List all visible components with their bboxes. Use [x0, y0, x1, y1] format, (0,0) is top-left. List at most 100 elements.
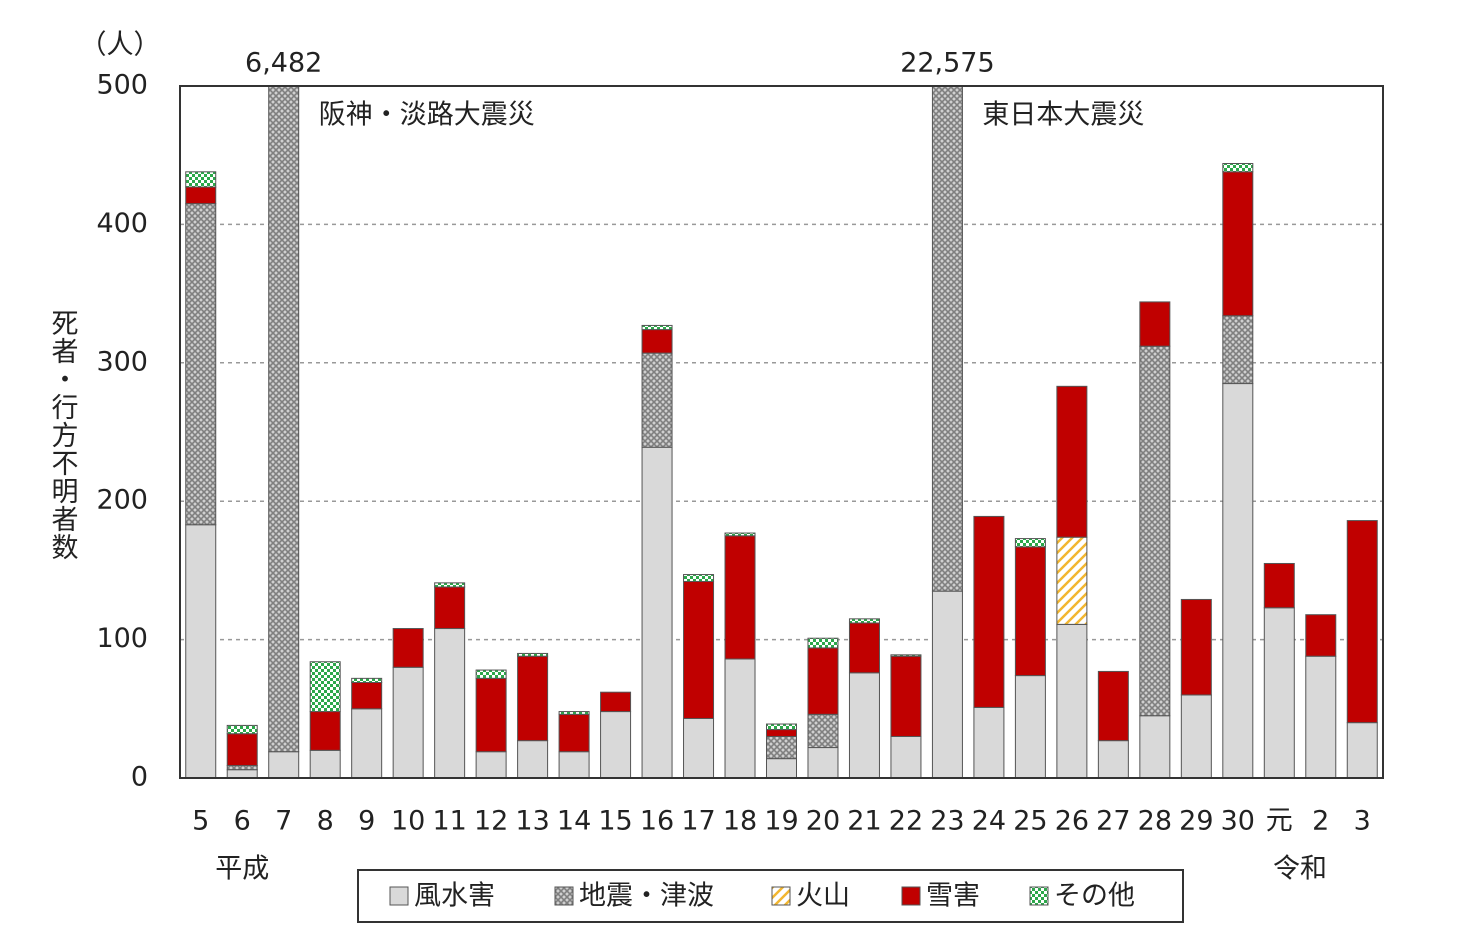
x-tick-label: 28	[1138, 806, 1172, 837]
x-tick-label: 11	[432, 806, 466, 837]
x-tick-label: 3	[1354, 806, 1371, 837]
bar-segment	[724, 658, 756, 778]
x-tick-label: 17	[681, 806, 715, 837]
legend: 風水害 地震・津波 火山 雪害 その他	[357, 869, 1184, 923]
x-tick-label: 27	[1096, 806, 1130, 837]
x-tick-label: 16	[640, 806, 674, 837]
bar-segment	[475, 751, 507, 778]
x-tick-label: 29	[1179, 806, 1213, 837]
legend-swatch	[389, 886, 409, 906]
bar-segment	[724, 535, 756, 660]
bar-segment	[1222, 163, 1254, 173]
bar-segment	[558, 751, 590, 778]
bar-segment	[1305, 614, 1337, 657]
x-tick-label: 6	[234, 806, 251, 837]
bar-segment	[185, 203, 217, 526]
bar-segment	[1014, 538, 1046, 548]
bar-segment	[1305, 655, 1337, 778]
bar-segment	[683, 580, 715, 719]
bar-segment	[1014, 546, 1046, 677]
bar-segment	[351, 708, 383, 778]
bar-segment	[558, 711, 590, 715]
total-label: 22,575	[900, 48, 994, 79]
bar-segment	[641, 329, 673, 354]
bar-segment	[1222, 383, 1254, 778]
x-tick-label: 24	[972, 806, 1006, 837]
bar-segment	[724, 532, 756, 537]
bar-segment	[351, 682, 383, 710]
bar-segment	[1222, 315, 1254, 385]
bar-segment	[1263, 562, 1295, 609]
bar-segment	[1222, 171, 1254, 317]
x-tick-label: 2	[1312, 806, 1329, 837]
y-axis-title: 死者・行方不明者数	[47, 309, 79, 561]
y-tick-label: 0	[131, 762, 148, 793]
bar-segment	[351, 677, 383, 684]
bar-segment	[600, 711, 632, 778]
bar-segment	[226, 733, 258, 767]
bar-segment	[1263, 607, 1295, 778]
total-label: 6,482	[245, 48, 322, 79]
bar-segment	[1056, 385, 1088, 538]
bar-segment	[1097, 740, 1129, 778]
x-tick-label: 14	[557, 806, 591, 837]
bar-segment	[1180, 598, 1212, 696]
x-tick-label: 19	[764, 806, 798, 837]
bar-segment	[766, 735, 797, 760]
y-tick-label: 400	[96, 208, 148, 239]
bar-segment	[766, 758, 797, 778]
bar-segment	[683, 717, 715, 778]
bar-segment	[931, 86, 963, 592]
legend-swatch	[901, 886, 921, 906]
x-tick-label: 25	[1013, 806, 1047, 837]
bar-segment	[226, 724, 258, 735]
bar-segment	[268, 86, 300, 753]
y-unit: （人）	[80, 30, 161, 61]
bar-segment	[848, 622, 880, 674]
bar-segment	[1014, 675, 1046, 778]
era-label: 平成	[215, 854, 269, 885]
bar-segment	[475, 669, 507, 679]
bar-segment	[475, 677, 507, 753]
bar-segment	[807, 637, 839, 649]
bar-segment	[890, 655, 922, 737]
y-tick-label: 500	[96, 70, 148, 101]
x-tick-label: 15	[598, 806, 632, 837]
x-tick-label: 5	[192, 806, 209, 837]
x-tick-label: 23	[930, 806, 964, 837]
era-label: 令和	[1273, 854, 1327, 885]
legend-swatch	[771, 886, 791, 906]
bar-segment	[931, 590, 963, 778]
bar-segment	[848, 618, 880, 624]
bar-segment	[766, 729, 797, 737]
bar-segment	[1056, 623, 1088, 778]
x-tick-label: 21	[847, 806, 881, 837]
legend-label: 地震・津波	[579, 881, 714, 912]
bar-segment	[1139, 301, 1171, 347]
bar-segment	[1139, 345, 1171, 717]
bar-segment	[392, 666, 424, 778]
bar-segment	[600, 691, 632, 713]
bar-segment	[185, 171, 217, 188]
x-tick-label: 7	[275, 806, 292, 837]
plot-frame	[179, 85, 1384, 779]
bar-segment	[1056, 536, 1088, 625]
bar-segment	[1346, 520, 1378, 724]
bar-segment	[185, 524, 217, 778]
x-tick-label: 26	[1055, 806, 1089, 837]
x-tick-label: 18	[723, 806, 757, 837]
bar-segment	[683, 574, 715, 582]
bar-segment	[848, 672, 880, 778]
bar-segment	[890, 654, 922, 657]
x-tick-label: 20	[806, 806, 840, 837]
bar-segment	[807, 713, 839, 749]
bar-segment	[1180, 694, 1212, 778]
bar-segment	[226, 769, 258, 778]
y-tick-label: 300	[96, 346, 148, 377]
bar-segment	[890, 735, 922, 778]
annotation: 阪神・淡路大震災	[319, 100, 535, 131]
bar-segment	[973, 515, 1005, 708]
x-tick-label: 30	[1221, 806, 1255, 837]
bar-segment	[807, 747, 839, 778]
annotation: 東日本大震災	[982, 100, 1144, 131]
